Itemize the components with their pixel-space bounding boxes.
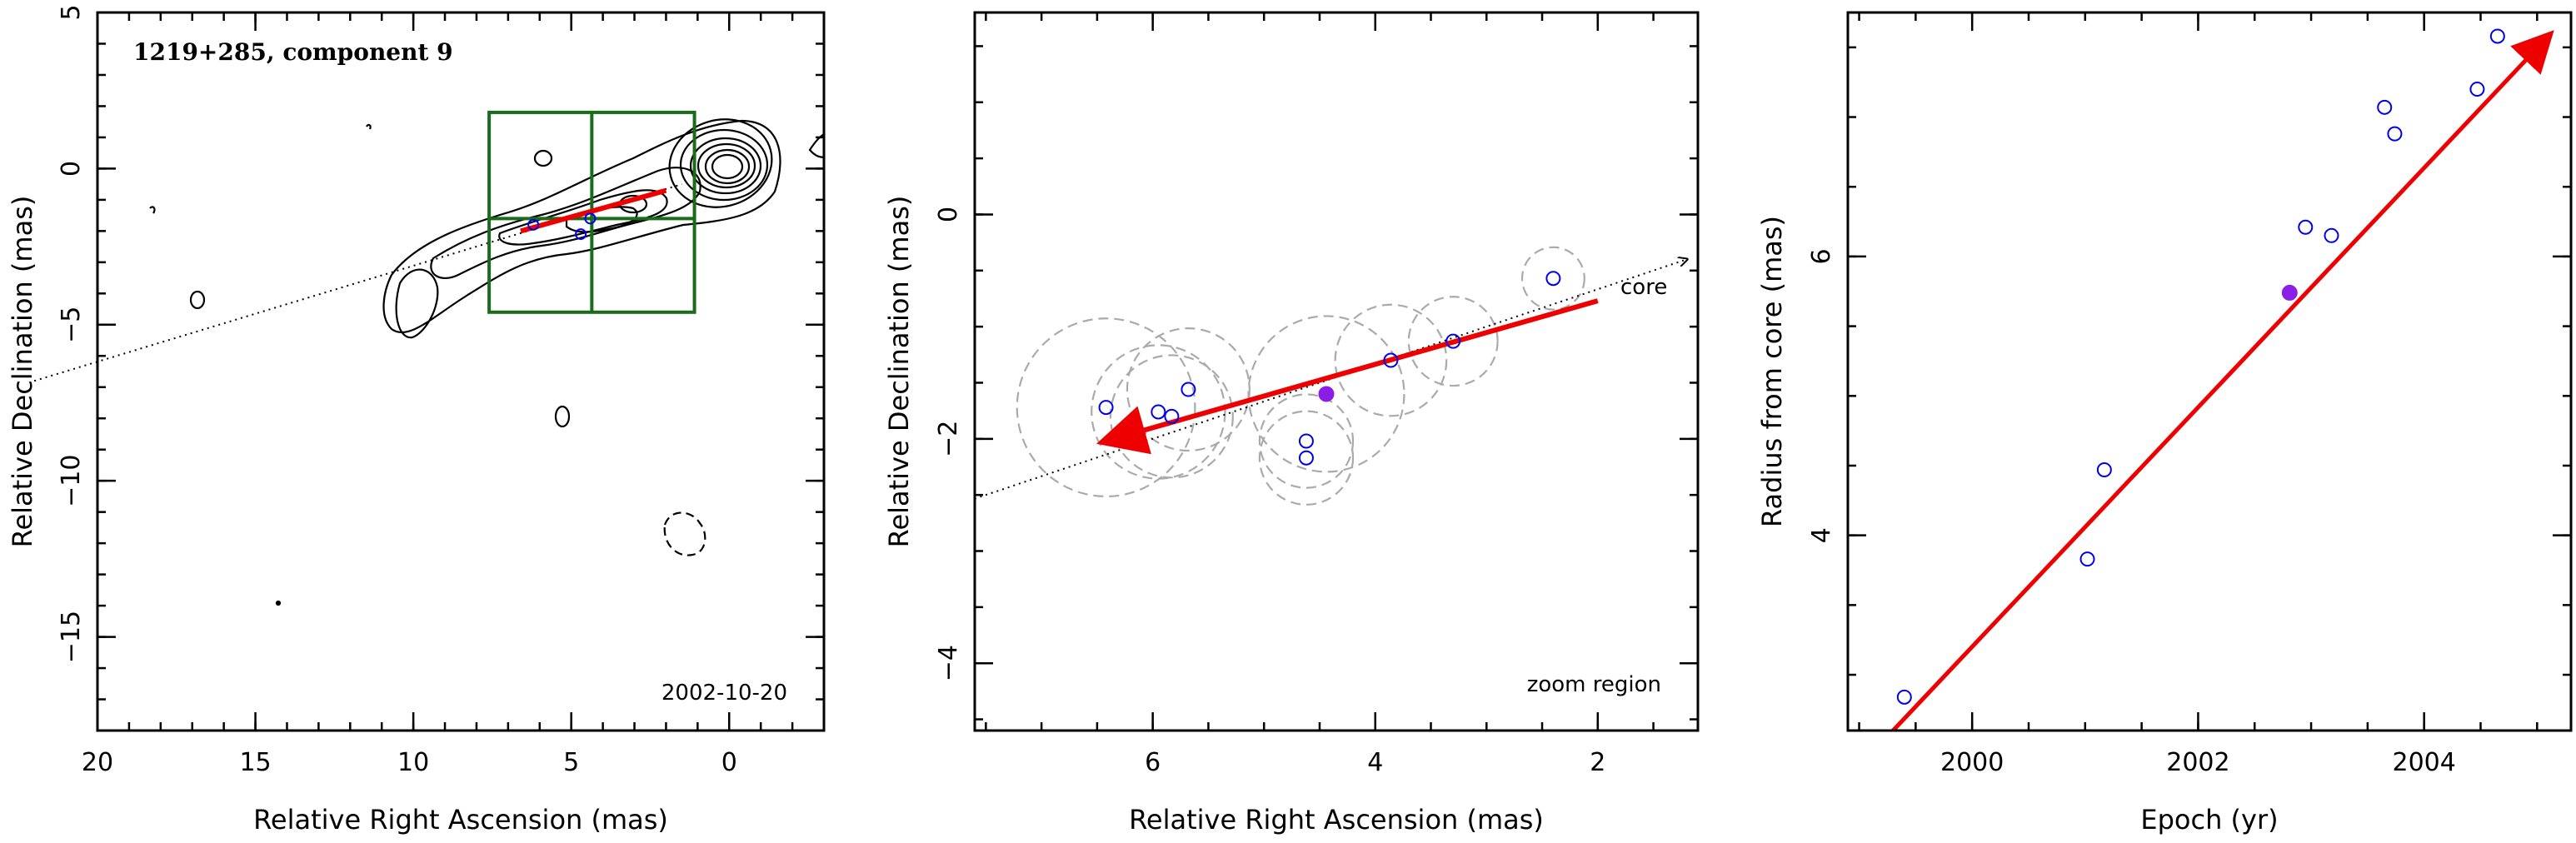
component-point <box>2377 99 2393 115</box>
jet-track-line <box>975 259 1686 500</box>
component-point <box>1896 689 1912 705</box>
x-axis-label: Relative Right Ascension (mas) <box>253 804 668 836</box>
component-point <box>2079 551 2095 567</box>
x-axis-label: Epoch (yr) <box>2140 804 2278 836</box>
component-size-circle <box>1258 393 1355 489</box>
epoch-date-label: 2002-10-20 <box>661 681 787 706</box>
component-size-circle <box>1334 303 1448 417</box>
x-tick-label: 5 <box>563 748 579 777</box>
zoom-panel: core zoom region 6 4 2 0 −2 −4 Relative Right… <box>883 11 1700 836</box>
component-point <box>2469 82 2485 97</box>
fit-arrow <box>1891 30 2554 731</box>
x-tick-label: 2 <box>1590 748 1605 777</box>
y-axis-label: Relative Declination (mas) <box>7 196 38 548</box>
x-tick-label: 4 <box>1367 748 1383 777</box>
velocity-arrow <box>520 187 667 234</box>
component-point <box>2096 462 2112 478</box>
axis-ticks: 20 15 10 5 0 5 0 −5 −10 −15 <box>57 4 826 777</box>
component-point-current <box>1318 386 1335 402</box>
x-tick-label: 20 <box>82 748 113 777</box>
component-point <box>2489 28 2505 44</box>
component-size-circle <box>1126 327 1251 452</box>
component-point <box>1098 400 1114 416</box>
x-tick-label: 0 <box>721 748 737 777</box>
axis-ticks: 2000 2002 2004 4 6 <box>1807 12 2571 777</box>
component-point <box>1298 450 1314 466</box>
component-size-circle <box>1247 315 1405 473</box>
y-tick-label: −15 <box>57 611 86 663</box>
component-points <box>527 212 597 241</box>
plot-frame <box>973 11 1700 732</box>
velocity-arrow <box>1096 298 1599 455</box>
component-points <box>1098 271 1561 466</box>
y-tick-label: 4 <box>1807 527 1836 543</box>
y-tick-label: −4 <box>934 645 963 681</box>
plot-frame <box>96 11 826 732</box>
x-tick-label: 2002 <box>2166 748 2229 777</box>
y-tick-label: 0 <box>57 161 86 177</box>
component-size-circle <box>1258 410 1355 506</box>
contour-map-panel: 20 15 10 5 0 5 0 −5 −10 −15 1219+285, component 9… <box>7 4 826 836</box>
component-size-circles <box>1016 246 1585 506</box>
x-tick-label: 2000 <box>1940 748 2004 777</box>
zoom-region-label: zoom region <box>1527 672 1661 697</box>
y-axis-label: Radius from core (mas) <box>1756 216 1788 527</box>
panel-title: 1219+285, component 9 <box>133 38 453 66</box>
y-tick-label: 5 <box>57 4 86 20</box>
core-label: core <box>1620 275 1667 300</box>
component-point <box>1151 404 1166 420</box>
y-tick-label: −2 <box>934 421 963 457</box>
radius-epoch-panel: 2000 2002 2004 4 6 Epoch (yr) Radius from co… <box>1756 11 2573 836</box>
component-point <box>1181 382 1196 397</box>
y-tick-label: 0 <box>934 207 963 222</box>
y-tick-label: −5 <box>57 307 86 343</box>
component-point-current <box>2281 284 2298 301</box>
component-point <box>2298 219 2314 235</box>
component-point <box>527 218 540 231</box>
component-point <box>584 212 597 225</box>
component-point <box>1545 271 1561 287</box>
component-size-circle <box>1407 296 1499 387</box>
y-tick-label: 6 <box>1807 248 1836 264</box>
component-point <box>575 228 587 241</box>
x-tick-label: 2004 <box>2393 748 2456 777</box>
x-tick-label: 6 <box>1145 748 1161 777</box>
component-points <box>1896 28 2505 705</box>
component-point <box>1383 352 1399 368</box>
radio-contours <box>149 118 824 606</box>
axis-ticks: 6 4 2 0 −2 −4 <box>934 12 1698 777</box>
component-size-circle <box>1016 317 1196 498</box>
x-tick-label: 15 <box>239 748 271 777</box>
component-point <box>1164 408 1180 424</box>
component-point <box>2387 126 2403 142</box>
component-point <box>1298 433 1314 449</box>
y-axis-label: Relative Declination (mas) <box>883 196 915 548</box>
component-point <box>1445 333 1461 349</box>
y-tick-label: −10 <box>57 455 86 507</box>
plot-frame <box>1846 11 2573 732</box>
x-tick-label: 10 <box>397 748 429 777</box>
x-axis-label: Relative Right Ascension (mas) <box>1129 804 1544 836</box>
component-size-circle <box>1091 344 1226 480</box>
jet-track-line <box>33 183 682 382</box>
component-size-circle <box>1520 246 1585 311</box>
component-point <box>2324 227 2339 243</box>
